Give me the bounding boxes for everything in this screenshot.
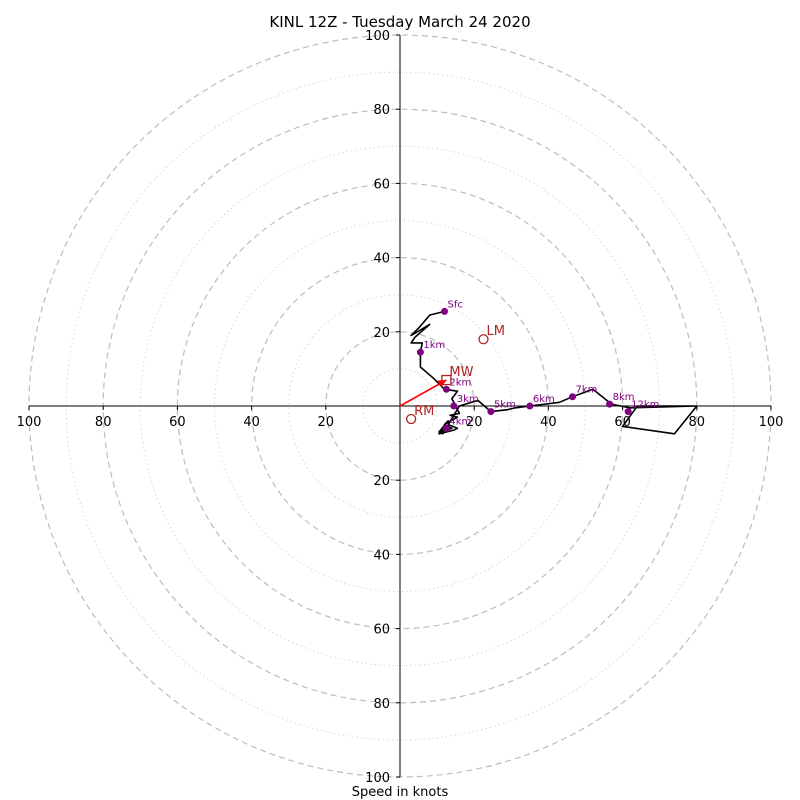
storm-motion-mw bbox=[441, 374, 452, 386]
tick-label: 100 bbox=[759, 415, 784, 430]
mean-wind-vector bbox=[399, 379, 447, 407]
tick-label: 80 bbox=[95, 415, 112, 430]
tick-label: 40 bbox=[373, 548, 390, 563]
height-marker-12km bbox=[624, 408, 632, 416]
tick-label: 60 bbox=[373, 623, 390, 638]
height-label-5km: 5km bbox=[494, 400, 516, 411]
height-label-12km: 12km bbox=[631, 400, 659, 411]
storm-motion-label-mw: MW bbox=[449, 365, 473, 380]
storm-motion-label-lm: LM bbox=[486, 324, 504, 339]
tick-label: 60 bbox=[169, 415, 186, 430]
tick-label: 40 bbox=[243, 415, 260, 430]
height-label-8km: 8km bbox=[613, 392, 635, 403]
height-marker-5km bbox=[487, 408, 495, 416]
tick-label: 20 bbox=[373, 474, 390, 489]
tick-label: 60 bbox=[373, 177, 390, 192]
height-label-2km: 2km bbox=[449, 377, 471, 388]
height-label-7km: 7km bbox=[576, 385, 598, 396]
height-label-3km: 3km bbox=[457, 394, 479, 405]
height-marker-4km bbox=[442, 424, 450, 432]
height-marker-7km bbox=[569, 393, 577, 401]
storm-motion-label-rm: RM bbox=[414, 404, 434, 419]
tick-label: 100 bbox=[365, 771, 390, 786]
storm-motion-lm bbox=[478, 334, 489, 345]
tick-label: 20 bbox=[318, 415, 335, 430]
tick-label: 20 bbox=[466, 415, 483, 430]
tick-label: 40 bbox=[373, 252, 390, 267]
height-marker-6km bbox=[526, 402, 534, 410]
storm-motion-rm bbox=[405, 413, 417, 425]
storm-motion-markers: LM MW RM bbox=[405, 324, 505, 425]
height-label-1km: 1km bbox=[423, 340, 445, 351]
tick-label: 40 bbox=[540, 415, 557, 430]
height-label-6km: 6km bbox=[533, 394, 555, 405]
tick-label: 20 bbox=[373, 326, 390, 341]
tick-label: 100 bbox=[17, 415, 42, 430]
x-axis-label: Speed in knots bbox=[352, 785, 449, 800]
tick-label: 100 bbox=[365, 29, 390, 44]
tick-label: 80 bbox=[373, 697, 390, 712]
height-label-sfc: Sfc bbox=[448, 299, 463, 310]
height-label-4km: 4km bbox=[449, 416, 471, 427]
height-marker-sfc bbox=[441, 307, 449, 315]
height-marker-3km bbox=[450, 402, 458, 410]
tick-label: 80 bbox=[373, 103, 390, 118]
height-marker-2km bbox=[442, 385, 450, 393]
height-marker-1km bbox=[416, 348, 424, 356]
tick-label: 80 bbox=[689, 415, 706, 430]
mean-wind-vector-group bbox=[399, 379, 447, 407]
chart-title: KINL 12Z - Tuesday March 24 2020 bbox=[269, 13, 530, 31]
height-marker-8km bbox=[606, 400, 614, 408]
